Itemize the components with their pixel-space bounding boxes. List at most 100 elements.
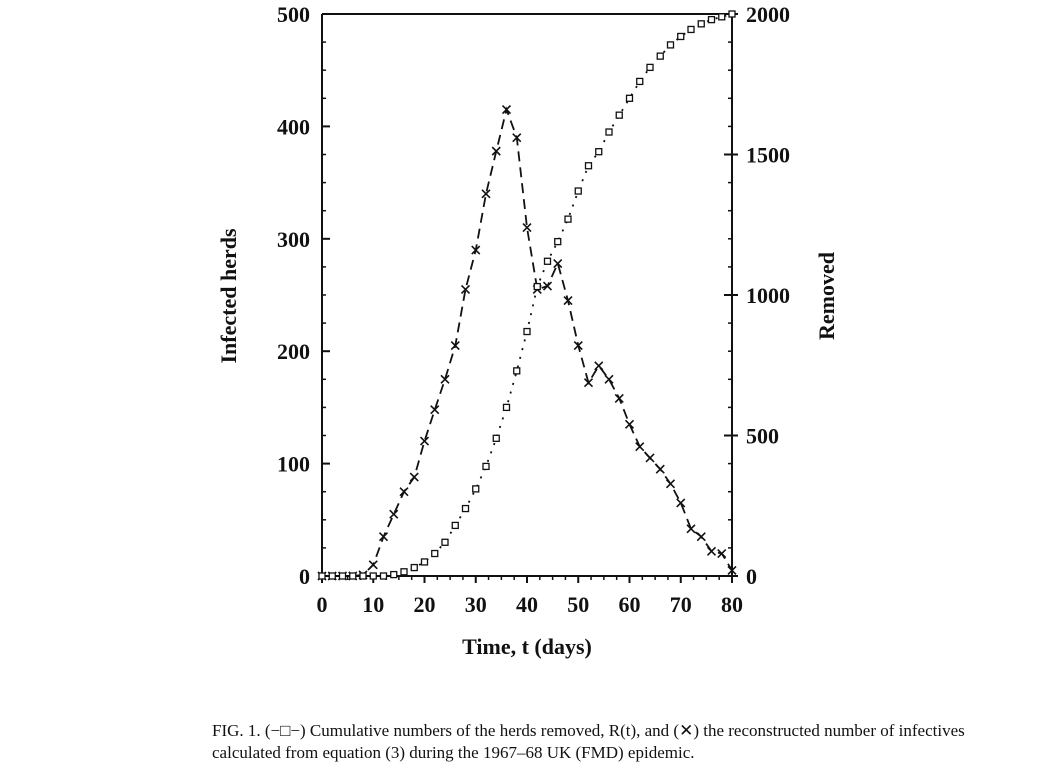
infectives-point: [368, 560, 378, 570]
removed-point: [625, 94, 634, 102]
infectives-point: [635, 442, 645, 452]
y-tick-label: 100: [277, 452, 310, 477]
removed-point: [441, 538, 449, 546]
caption-line-2: calculated from equation (3) during the …: [212, 743, 695, 762]
x-marker-stroke: [706, 546, 717, 556]
y-tick-label: 200: [277, 339, 310, 364]
x-tick-label: 10: [362, 592, 384, 617]
infectives-point: [717, 548, 727, 559]
x-marker-stroke: [501, 104, 512, 115]
x-marker-stroke: [655, 464, 665, 474]
removed-point: [707, 15, 716, 24]
x-tick-label: 0: [317, 592, 328, 617]
x-tick-label: 40: [516, 592, 538, 617]
removed-point: [584, 162, 593, 170]
removed-point: [369, 572, 377, 580]
x-tick-label: 70: [670, 592, 692, 617]
infectives-point: [696, 532, 706, 542]
removed-point: [687, 25, 695, 34]
y2-axis-title: Removed: [814, 252, 839, 340]
infectives-point: [624, 419, 635, 429]
y-tick-label: 500: [277, 2, 310, 27]
plot-area: [321, 13, 733, 577]
infectives-point: [583, 378, 594, 388]
x-axis-ticks: 0 10 20 30 40 50 60 70 80: [317, 576, 743, 617]
figure-caption: FIG. 1. (−□−) Cumulative numbers of the …: [212, 720, 1032, 764]
x-marker-stroke: [686, 524, 696, 534]
infectives-point: [665, 479, 676, 489]
infectives-point: [409, 472, 419, 482]
x-marker-stroke: [512, 133, 522, 143]
infectives-point: [645, 453, 655, 463]
removed-point: [605, 128, 613, 136]
x-marker-stroke: [440, 374, 450, 384]
x-tick-label: 30: [465, 592, 487, 617]
removed-point: [533, 282, 541, 291]
y2-tick-label: 500: [746, 424, 779, 449]
infectives-point: [378, 532, 389, 542]
infectives-point: [706, 546, 717, 556]
infectives-point: [481, 189, 491, 199]
infectives-point: [440, 374, 450, 384]
removed-point: [636, 77, 644, 86]
x-tick-label: 60: [619, 592, 641, 617]
x-marker-stroke: [614, 393, 624, 403]
removed-point: [379, 572, 388, 580]
x-tick-label: 20: [414, 592, 436, 617]
infectives-point: [501, 104, 512, 115]
x-marker-stroke: [676, 498, 686, 508]
infectives-point: [471, 245, 481, 255]
x-marker-stroke: [583, 378, 594, 388]
infectives-point: [655, 464, 665, 474]
x-marker-stroke: [542, 281, 553, 291]
x-marker-stroke: [645, 453, 655, 463]
removed-point: [523, 327, 531, 336]
x-marker-stroke: [460, 284, 471, 294]
x-marker-stroke: [665, 479, 676, 489]
x-marker-stroke: [471, 245, 481, 255]
x-marker-stroke: [399, 487, 409, 497]
y-tick-label: 0: [299, 564, 310, 589]
x-marker-stroke: [727, 565, 737, 575]
x-marker-stroke: [378, 532, 389, 542]
removed-point: [359, 572, 367, 580]
infectives-point: [522, 222, 532, 233]
removed-point: [615, 111, 623, 119]
x-tick-label: 50: [567, 592, 589, 617]
removed-point: [656, 52, 664, 60]
removed-point: [349, 572, 357, 580]
removed-point: [595, 148, 603, 156]
x-marker-stroke: [624, 419, 635, 429]
y2-axis-ticks: 0 500 1000 1500 2000: [724, 2, 790, 589]
y-axis-ticks: 0 100 200 300 400 500: [277, 2, 330, 589]
infectives-point: [460, 284, 471, 294]
infectives-point: [676, 498, 686, 508]
x-tick-label: 80: [721, 592, 743, 617]
removed-point: [728, 10, 736, 18]
infectives-point: [604, 374, 614, 384]
infectives-point: [389, 509, 399, 519]
removed-point: [677, 32, 685, 41]
removed-point: [513, 367, 521, 375]
infectives-point: [542, 281, 553, 291]
x-marker-stroke: [604, 374, 614, 384]
x-marker-stroke: [430, 405, 440, 415]
infectives-point: [399, 487, 409, 497]
removed-point: [390, 570, 398, 579]
removed-point: [431, 549, 439, 558]
x-marker-stroke: [419, 436, 430, 446]
removed-point: [543, 257, 552, 265]
x-marker-stroke: [522, 222, 532, 233]
x-axis-title: Time, t (days): [462, 634, 592, 659]
y2-tick-label: 1000: [746, 283, 790, 308]
infectives-point: [512, 133, 522, 143]
infectives-point: [686, 524, 696, 534]
removed-point: [574, 187, 582, 195]
removed-point: [420, 558, 429, 566]
infectives-point: [450, 341, 460, 351]
infectives-point: [614, 393, 624, 403]
infectives-point: [563, 296, 573, 306]
removed-point: [502, 403, 511, 412]
removed-point: [400, 568, 408, 576]
